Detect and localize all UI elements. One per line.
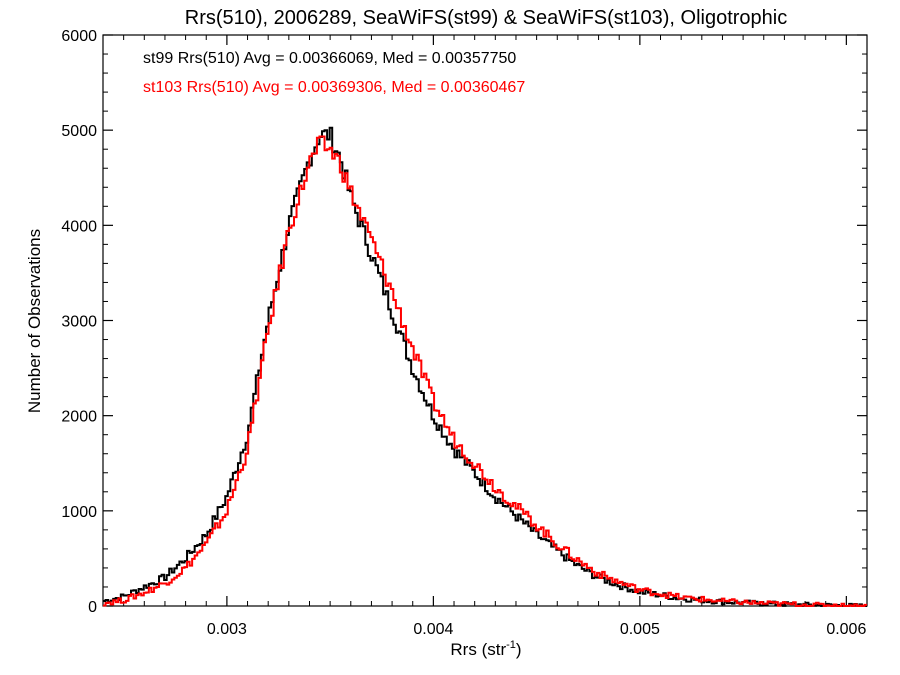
series-group (103, 126, 867, 607)
x-tick-labels: 0.003 0.004 0.005 0.006 (207, 621, 867, 638)
y-axis-label: Number of Observations (25, 229, 44, 413)
x-tick-label: 0.006 (826, 621, 866, 638)
y-tick-label: 0 (88, 599, 97, 616)
annotation-st99: st99 Rrs(510) Avg = 0.00366069, Med = 0.… (143, 50, 516, 67)
series-st99-line (103, 126, 867, 607)
y-tick-label: 2000 (61, 409, 97, 426)
x-axis-label-superscript: -1 (506, 639, 516, 651)
series-st103-line (103, 135, 867, 607)
x-tick-label: 0.003 (207, 621, 247, 638)
y-tick-labels: 0 1000 2000 3000 4000 5000 6000 (61, 28, 97, 616)
axes-frame (102, 34, 868, 607)
x-tick-label: 0.005 (620, 621, 660, 638)
x-axis-label-end: ) (516, 640, 522, 659)
x-axis-label-main: Rrs (str (450, 640, 506, 659)
annotation-st103: st103 Rrs(510) Avg = 0.00369306, Med = 0… (143, 79, 525, 96)
x-tick-label: 0.004 (413, 621, 453, 638)
chart-title: Rrs(510), 2006289, SeaWiFS(st99) & SeaWi… (185, 7, 787, 29)
y-tick-label: 6000 (61, 28, 97, 45)
x-axis-label: Rrs (str-1) (450, 639, 521, 659)
y-tick-label: 5000 (61, 123, 97, 140)
plot-frame (102, 34, 868, 607)
y-tick-label: 4000 (61, 218, 97, 235)
y-tick-label: 3000 (61, 314, 97, 331)
y-tick-label: 1000 (61, 504, 97, 521)
